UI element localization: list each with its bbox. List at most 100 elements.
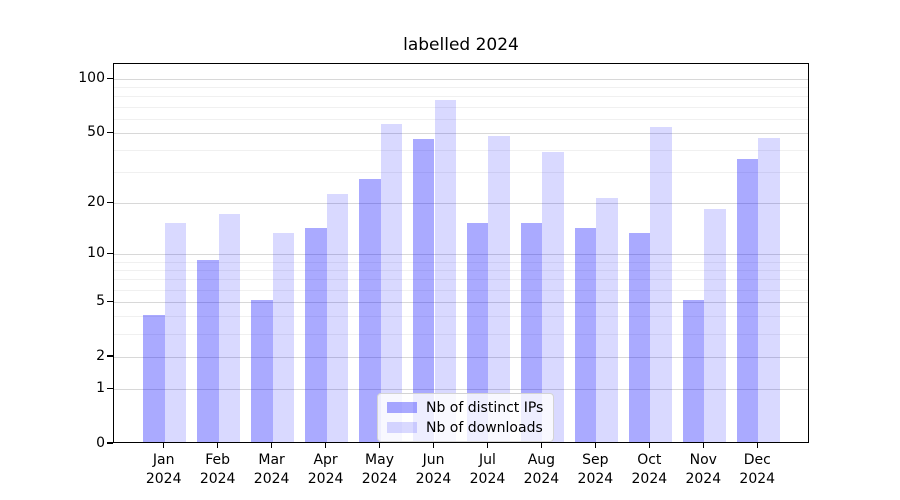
x-tick-label: Jan 2024 [132, 451, 196, 489]
bar-nb-of-distinct-ips-feb [197, 260, 219, 442]
x-tick-year: 2024 [631, 471, 668, 487]
x-tick-mark [756, 443, 758, 448]
bar-nb-of-downloads-jan [164, 222, 187, 442]
bar-nb-of-downloads-jul [488, 136, 511, 442]
minor-gridline [114, 269, 808, 271]
y-tick-label: 5 [96, 293, 105, 310]
legend-swatch [387, 422, 417, 433]
major-gridline [114, 202, 808, 204]
x-tick-month: Nov [689, 452, 717, 468]
major-gridline [114, 78, 808, 80]
bar-nb-of-distinct-ips-dec [736, 158, 759, 442]
major-gridline [114, 253, 808, 255]
x-tick-year: 2024 [415, 471, 452, 487]
major-gridline [114, 301, 808, 303]
bar-nb-of-downloads-apr [326, 194, 349, 442]
bar-nb-of-distinct-ips-apr [304, 227, 327, 442]
minor-gridline [114, 96, 808, 98]
y-tick-label: 10 [87, 245, 105, 262]
x-tick-year: 2024 [685, 471, 722, 487]
plot-area [113, 63, 809, 443]
y-tick-label: 50 [87, 124, 105, 141]
bar-nb-of-downloads-nov [704, 209, 726, 442]
minor-gridline [114, 172, 808, 174]
bar-nb-of-downloads-feb [218, 213, 241, 442]
bar-nb-of-distinct-ips-nov [682, 300, 705, 442]
major-gridline [114, 388, 808, 390]
x-tick-label: Jul 2024 [455, 451, 519, 489]
bar-nb-of-distinct-ips-oct [628, 233, 651, 442]
x-tick-mark [486, 443, 489, 448]
bar-nb-of-downloads-aug [542, 152, 564, 442]
minor-gridline [114, 261, 808, 263]
x-tick-year: 2024 [361, 471, 398, 487]
x-tick-mark [648, 443, 651, 448]
minor-gridline [114, 118, 808, 120]
x-tick-year: 2024 [307, 471, 344, 487]
x-tick-mark [163, 443, 165, 448]
x-tick-month: Jun [422, 452, 445, 468]
bar-nb-of-downloads-dec [758, 137, 780, 442]
x-tick-label: May 2024 [348, 451, 412, 489]
legend-entry: Nb of distinct IPs [387, 399, 543, 416]
y-tick-label: 20 [87, 194, 105, 211]
x-tick-mark [270, 443, 273, 448]
x-tick-month: Feb [205, 452, 231, 468]
legend-label: Nb of distinct IPs [426, 399, 544, 416]
x-tick-month: Dec [743, 452, 771, 468]
x-tick-label: Nov 2024 [671, 451, 735, 489]
y-tick-label: 100 [78, 70, 105, 87]
y-tick-label: 2 [96, 348, 105, 365]
x-tick-month: Sep [582, 452, 609, 468]
minor-gridline [114, 86, 808, 88]
x-tick-month: Jul [479, 452, 496, 468]
x-tick-year: 2024 [199, 471, 236, 487]
y-tick-label: 1 [96, 380, 105, 397]
bar-nb-of-distinct-ips-jun [412, 139, 435, 442]
y-tick-label: 0 [96, 435, 105, 451]
x-tick-month: Aug [527, 452, 556, 468]
x-tick-label: Aug 2024 [509, 451, 573, 489]
x-tick-label: Sep 2024 [563, 451, 627, 489]
bar-nb-of-distinct-ips-may [358, 178, 381, 442]
minor-gridline [114, 150, 808, 151]
x-tick-label: Dec 2024 [725, 451, 789, 489]
x-tick-label: Mar 2024 [240, 451, 304, 489]
y-tick-mark [107, 201, 113, 204]
major-gridline [114, 132, 808, 134]
bar-nb-of-downloads-jun [434, 99, 457, 442]
bar-nb-of-distinct-ips-aug [520, 222, 543, 442]
x-tick-year: 2024 [577, 471, 614, 487]
x-tick-label: Oct 2024 [617, 451, 681, 489]
y-tick-mark [107, 387, 113, 389]
x-tick-mark [324, 443, 327, 448]
y-tick-mark [107, 355, 113, 357]
y-tick-mark [107, 442, 113, 444]
major-gridline [114, 356, 808, 358]
bar-nb-of-distinct-ips-jan [143, 314, 165, 442]
bar-nb-of-distinct-ips-sep [574, 227, 597, 442]
y-tick-mark [107, 252, 113, 255]
bar-nb-of-downloads-oct [650, 126, 672, 442]
x-tick-label: Apr 2024 [294, 451, 358, 489]
legend-entry: Nb of downloads [387, 419, 543, 436]
x-tick-month: Jan [152, 452, 175, 468]
x-tick-mark [432, 443, 435, 448]
minor-gridline [114, 333, 808, 335]
x-tick-label: Jun 2024 [402, 451, 466, 489]
bar-nb-of-distinct-ips-jul [466, 222, 489, 442]
x-tick-month: Oct [637, 452, 662, 468]
legend-swatch [387, 402, 417, 413]
x-tick-label: Feb 2024 [186, 451, 250, 489]
x-tick-year: 2024 [469, 471, 506, 487]
x-tick-month: Mar [258, 452, 285, 468]
minor-gridline [114, 316, 808, 318]
chart-title: labelled 2024 [403, 35, 519, 55]
x-tick-year: 2024 [523, 471, 560, 487]
bar-nb-of-downloads-sep [596, 197, 618, 442]
x-tick-month: Apr [313, 452, 338, 468]
y-tick-mark [107, 300, 113, 303]
bar-nb-of-distinct-ips-mar [251, 300, 273, 442]
bar-nb-of-downloads-mar [272, 233, 295, 442]
